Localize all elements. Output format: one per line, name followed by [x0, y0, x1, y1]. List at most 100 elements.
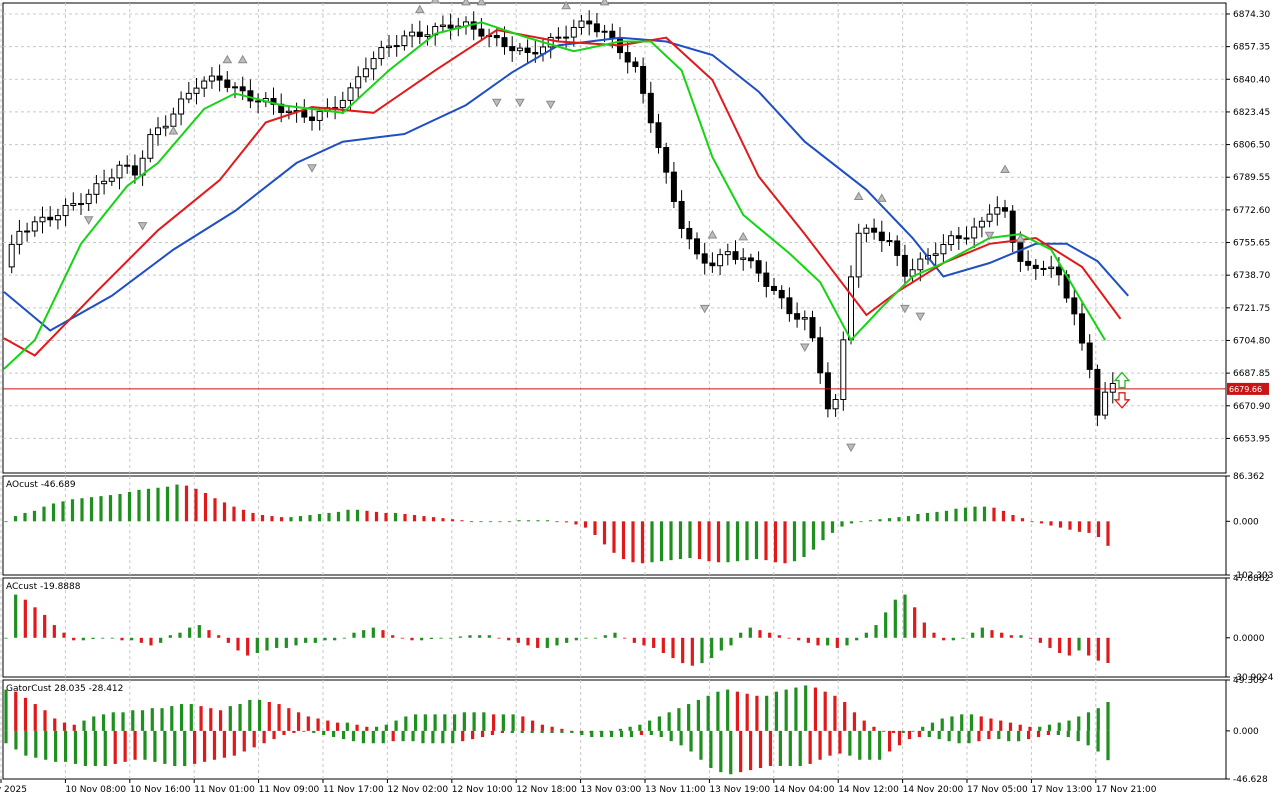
histogram-bar [500, 730, 504, 733]
histogram-bar [526, 637, 530, 646]
histogram-bar [1049, 521, 1053, 526]
current-price-label: 6679.66 [1229, 385, 1262, 394]
fractal-down-mark [307, 164, 317, 173]
histogram-bar [361, 730, 366, 744]
candle-bear [239, 86, 246, 92]
histogram-bar [570, 730, 574, 733]
candle-bull [963, 237, 970, 240]
histogram-bar [284, 637, 288, 648]
candle-bull [147, 134, 154, 159]
histogram-bar [4, 730, 8, 744]
histogram-bar [555, 637, 559, 646]
histogram-bar [482, 712, 486, 731]
histogram-bar [768, 730, 773, 766]
histogram-bar [550, 730, 554, 733]
histogram-bar [584, 637, 588, 639]
histogram-bar [469, 521, 474, 523]
candle-bull [932, 253, 939, 256]
histogram-bar [246, 637, 250, 656]
histogram-bar [555, 521, 559, 523]
x-tick-label: 14 Nov 12:00 [838, 785, 899, 795]
histogram-bar [1018, 724, 1022, 731]
histogram-bar [511, 714, 515, 731]
candle-bull [393, 45, 400, 48]
candle-bear [709, 262, 716, 267]
histogram-bar [887, 518, 892, 522]
histogram-bar [153, 730, 157, 762]
histogram-bar [792, 521, 797, 562]
histogram-bar [413, 714, 418, 731]
histogram-bar [947, 730, 951, 742]
histogram-bar [501, 714, 505, 731]
candle-bull [1109, 382, 1116, 393]
histogram-bar [53, 718, 57, 731]
histogram-bar [709, 730, 713, 769]
candle-bear [1032, 264, 1039, 269]
histogram-bar [612, 521, 616, 553]
histogram-bar [1077, 637, 1081, 651]
histogram-bar [193, 730, 197, 764]
histogram-bar [536, 637, 540, 648]
candle-bull [355, 76, 362, 89]
histogram-bar [550, 726, 554, 731]
candle-bull [409, 31, 416, 37]
histogram-bar [887, 730, 892, 752]
histogram-bar [384, 724, 388, 731]
candle-bear [270, 97, 277, 105]
histogram-bar [520, 730, 524, 733]
histogram-bar [963, 507, 968, 522]
histogram-bar [423, 714, 427, 731]
histogram-bar [101, 637, 105, 639]
histogram-bar [681, 637, 685, 664]
histogram-bar [345, 722, 349, 731]
histogram-bar [103, 730, 107, 766]
histogram-bar [1047, 724, 1052, 731]
candle-bear [747, 257, 754, 262]
histogram-bar [412, 515, 417, 522]
histogram-bar [669, 521, 673, 561]
x-tick-label: 11 Nov 01:00 [194, 785, 255, 795]
histogram-bar [91, 637, 95, 640]
x-tick-label: 10 Nov 08:00 [65, 785, 126, 795]
histogram-bar [1086, 712, 1091, 731]
candle-bull [185, 92, 192, 100]
histogram-bar [950, 716, 954, 731]
histogram-bar [960, 714, 964, 731]
histogram-bar [478, 635, 482, 638]
candle-bull [31, 221, 38, 232]
histogram-bar [758, 730, 763, 769]
histogram-bar [175, 484, 179, 522]
candle-bear [1079, 313, 1085, 344]
histogram-bar [279, 517, 284, 522]
y-tick-label: 6840.40 [1233, 75, 1270, 85]
histogram-bar [882, 730, 886, 732]
histogram-bar [808, 730, 812, 764]
candle-bear [1055, 266, 1062, 276]
histogram-bar [451, 730, 455, 744]
histogram-bar [565, 637, 569, 643]
histogram-bar [855, 637, 859, 641]
candle-bull [978, 220, 985, 228]
x-tick-label: 13 Nov 11:00 [645, 785, 706, 795]
histogram-bar [667, 712, 671, 731]
histogram-bar [471, 730, 475, 740]
y-tick-label: 6721.75 [1233, 304, 1270, 314]
histogram-bar [1039, 521, 1044, 524]
panel-frame-2 [2, 577, 1227, 678]
candle-bear [632, 61, 639, 68]
histogram-bar [218, 710, 223, 731]
candle-bull [516, 47, 523, 52]
histogram-bar [222, 502, 227, 522]
candle-bear [670, 171, 677, 202]
histogram-bar [488, 521, 493, 523]
candle-bear [878, 231, 885, 242]
histogram-bar [739, 730, 743, 773]
fractal-up-mark [476, 0, 487, 6]
candle-bull [863, 227, 870, 234]
y-tick-label: 6772.60 [1233, 206, 1270, 216]
y-tick-label: 6874.30 [1233, 10, 1270, 20]
histogram-bar [823, 691, 827, 731]
histogram-bar [802, 521, 806, 557]
histogram-bar [462, 712, 466, 731]
